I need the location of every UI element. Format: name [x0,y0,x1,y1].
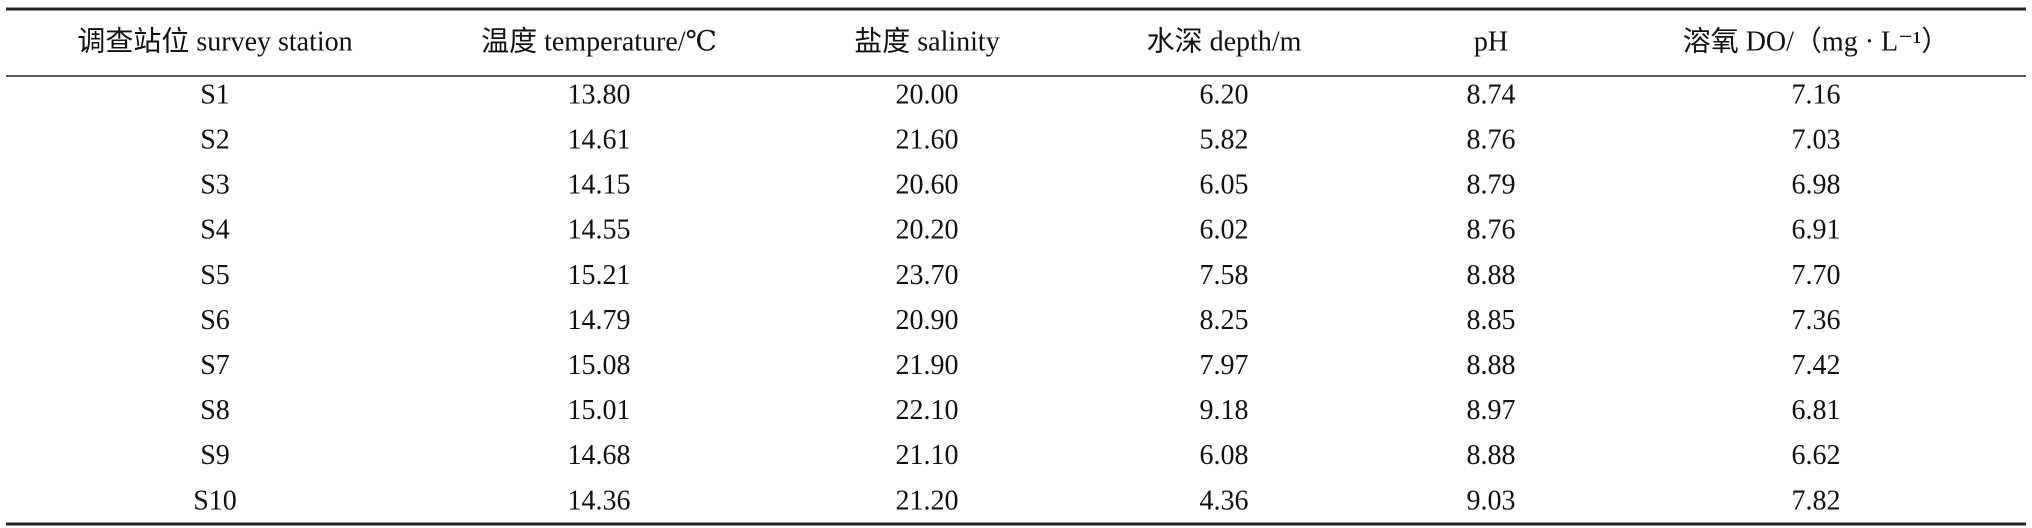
cell: 9.03 [1467,485,1516,516]
cell: 8.76 [1467,125,1516,156]
cell: 7.58 [1200,260,1249,291]
header-cell: 盐度 salinity [854,25,999,57]
header-cell: 温度 temperature/℃ [481,25,717,57]
cell: S8 [200,395,230,426]
cell: 23.70 [896,260,959,291]
cell: 7.16 [1792,79,1841,110]
cell: 7.36 [1792,305,1841,336]
header-cell: 水深 depth/m [1147,25,1302,57]
cell: 8.97 [1467,395,1516,426]
cell: 8.88 [1467,260,1516,291]
cell: 20.00 [896,79,959,110]
cell: S9 [200,440,230,471]
cell: S5 [200,260,230,291]
cell: S2 [200,125,230,156]
cell: 6.02 [1200,215,1249,246]
cell: 8.74 [1467,79,1516,110]
cell: 14.68 [568,440,631,471]
cell: 14.79 [568,305,631,336]
cell: 6.62 [1792,440,1841,471]
cell: S7 [200,350,230,381]
cell: 7.03 [1792,125,1841,156]
cell: 21.60 [896,125,959,156]
cell: 4.36 [1200,485,1249,516]
cell: S3 [200,170,230,201]
cell: 6.98 [1792,170,1841,201]
cell: 6.91 [1792,215,1841,246]
cell: 21.10 [896,440,959,471]
cell: 7.70 [1792,260,1841,291]
cell: 7.42 [1792,350,1841,381]
cell: 8.88 [1467,440,1516,471]
cell: S4 [200,215,230,246]
cell: 14.61 [568,125,631,156]
cell: 15.21 [568,260,631,291]
header-cell: 溶氧 DO/（mg · L⁻¹） [1683,25,1950,57]
cell: 5.82 [1200,125,1249,156]
cell: 21.90 [896,350,959,381]
cell: 15.08 [568,350,631,381]
cell: 13.80 [568,79,631,110]
cell: 6.08 [1200,440,1249,471]
header-cell: pH [1474,26,1508,57]
cell: 8.79 [1467,170,1516,201]
cell: 14.36 [568,485,631,516]
cell: 21.20 [896,485,959,516]
cell: 6.05 [1200,170,1249,201]
cell: 6.20 [1200,79,1249,110]
cell: 20.60 [896,170,959,201]
cell: 15.01 [568,395,631,426]
cell: 7.82 [1792,485,1841,516]
cell: 8.25 [1200,305,1249,336]
cell: 7.97 [1200,350,1249,381]
header-cell: 调查站位 survey station [77,25,352,57]
cell: S1 [200,79,230,110]
cell: 9.18 [1200,395,1249,426]
cell: 8.88 [1467,350,1516,381]
cell: 8.85 [1467,305,1516,336]
cell: S10 [193,485,237,516]
cell: 14.55 [568,215,631,246]
cell: 22.10 [896,395,959,426]
cell: 6.81 [1792,395,1841,426]
cell: S6 [200,305,230,336]
cell: 20.20 [896,215,959,246]
cell: 14.15 [568,170,631,201]
cell: 8.76 [1467,215,1516,246]
cell: 20.90 [896,305,959,336]
